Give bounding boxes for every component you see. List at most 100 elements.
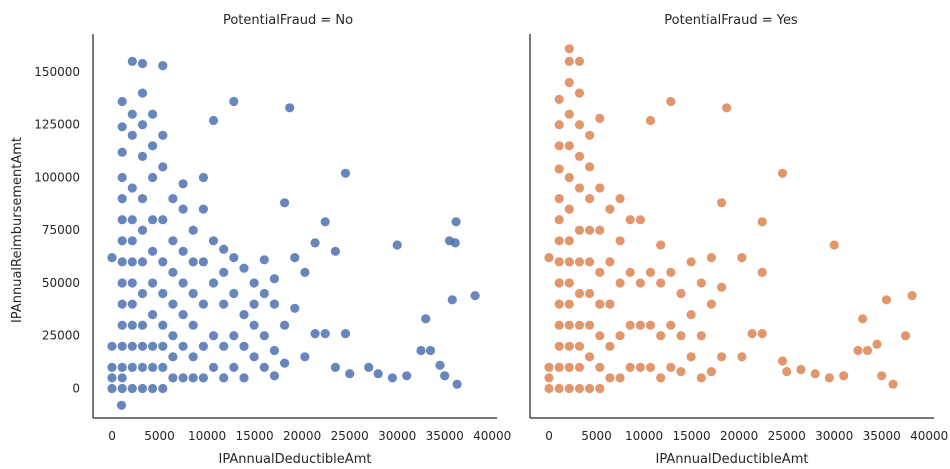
data-point bbox=[137, 320, 148, 330]
y-axis-no: 0 25000 50000 75000 100000 125000 150000 bbox=[34, 34, 94, 418]
data-point bbox=[178, 341, 188, 351]
data-point bbox=[392, 240, 402, 250]
data-point bbox=[635, 320, 646, 330]
data-point bbox=[208, 331, 219, 341]
data-point bbox=[188, 288, 198, 299]
data-point bbox=[717, 282, 727, 292]
data-point bbox=[574, 288, 585, 299]
data-point bbox=[686, 352, 696, 362]
data-point bbox=[585, 194, 595, 204]
data-point bbox=[737, 253, 747, 263]
points-no bbox=[107, 56, 480, 410]
data-point bbox=[127, 215, 137, 225]
points-yes bbox=[544, 44, 917, 394]
y-tick-label: 150000 bbox=[34, 65, 80, 79]
data-point bbox=[117, 194, 127, 204]
data-point bbox=[127, 257, 137, 267]
data-point bbox=[229, 253, 239, 263]
data-point bbox=[554, 94, 564, 104]
data-point bbox=[158, 162, 168, 172]
data-point bbox=[585, 225, 595, 235]
data-point bbox=[208, 278, 219, 288]
data-point bbox=[470, 291, 480, 301]
data-point bbox=[280, 198, 290, 208]
data-point bbox=[853, 345, 863, 356]
panel-title-no: PotentialFraud = No bbox=[223, 13, 353, 28]
data-point bbox=[148, 141, 158, 151]
x-axis-no: 0 5000 10000 15000 20000 25000 30000 35000 40000 bbox=[93, 417, 511, 443]
data-point bbox=[574, 362, 585, 372]
data-point bbox=[656, 278, 666, 288]
data-point bbox=[564, 56, 574, 66]
data-point bbox=[137, 288, 148, 299]
data-point bbox=[117, 299, 127, 309]
data-point bbox=[239, 373, 249, 383]
data-point bbox=[564, 44, 574, 54]
data-point bbox=[364, 362, 374, 372]
x-tick-label: 5000 bbox=[581, 429, 612, 443]
data-point bbox=[554, 141, 564, 151]
y-tick-label: 50000 bbox=[42, 276, 80, 290]
data-point bbox=[107, 373, 117, 383]
data-point bbox=[544, 253, 554, 263]
data-point bbox=[564, 172, 574, 183]
data-point bbox=[188, 320, 198, 330]
data-point bbox=[544, 373, 554, 383]
data-point bbox=[127, 183, 137, 193]
data-point bbox=[645, 362, 656, 372]
data-point bbox=[574, 151, 585, 161]
data-point bbox=[127, 341, 137, 351]
data-point bbox=[208, 362, 219, 372]
data-point bbox=[635, 278, 646, 288]
data-point bbox=[676, 288, 686, 299]
data-point bbox=[117, 147, 127, 157]
data-point bbox=[595, 383, 605, 394]
x-tick-label: 10000 bbox=[625, 429, 663, 443]
data-point bbox=[625, 215, 635, 225]
data-point bbox=[178, 278, 188, 288]
data-point bbox=[117, 341, 127, 351]
data-point bbox=[615, 278, 625, 288]
data-point bbox=[574, 257, 585, 267]
data-point bbox=[116, 400, 127, 410]
data-point bbox=[706, 299, 717, 309]
data-point bbox=[585, 288, 595, 299]
data-point bbox=[178, 204, 188, 214]
y-tick-label: 0 bbox=[72, 381, 80, 395]
data-point bbox=[554, 299, 564, 309]
data-point bbox=[888, 379, 898, 389]
data-point bbox=[615, 236, 625, 246]
data-point bbox=[208, 115, 219, 126]
data-point bbox=[137, 120, 148, 130]
data-point bbox=[782, 367, 792, 377]
data-point bbox=[168, 236, 178, 246]
data-point bbox=[666, 267, 676, 277]
data-point bbox=[188, 257, 198, 267]
data-point bbox=[158, 61, 168, 71]
data-point bbox=[574, 183, 585, 193]
data-point bbox=[877, 371, 887, 381]
data-point bbox=[188, 373, 198, 383]
y-tick-label: 100000 bbox=[34, 170, 80, 184]
data-point bbox=[117, 236, 127, 246]
data-point bbox=[585, 162, 595, 172]
x-tick-label: 0 bbox=[545, 429, 553, 443]
data-point bbox=[777, 168, 788, 178]
data-point bbox=[796, 364, 806, 375]
data-point bbox=[554, 341, 564, 351]
data-point bbox=[158, 362, 168, 372]
data-point bbox=[829, 240, 839, 250]
data-point bbox=[635, 362, 646, 372]
data-point bbox=[595, 113, 605, 123]
data-point bbox=[127, 236, 137, 246]
data-point bbox=[564, 141, 574, 151]
x-tick-label: 30000 bbox=[815, 429, 853, 443]
data-point bbox=[188, 352, 198, 362]
data-point bbox=[564, 109, 574, 119]
data-point bbox=[178, 246, 188, 256]
data-point bbox=[137, 257, 148, 267]
data-point bbox=[208, 236, 219, 246]
y-tick-label: 125000 bbox=[34, 118, 80, 132]
data-point bbox=[574, 383, 585, 394]
data-point bbox=[127, 278, 137, 288]
